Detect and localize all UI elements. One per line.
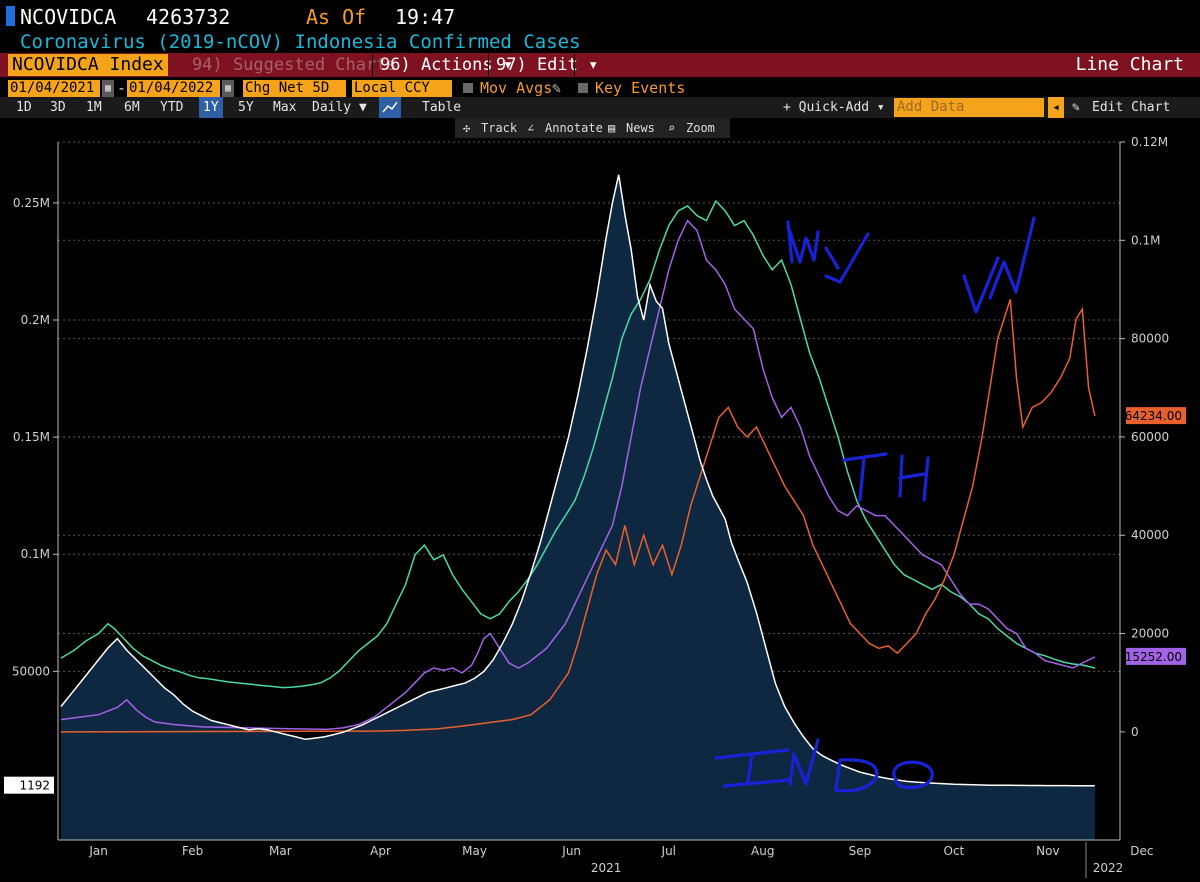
edit-menu[interactable]: 97) Edit ▾ xyxy=(496,55,599,75)
handwritten-annotation-indo xyxy=(714,738,934,793)
wrench-icon[interactable]: ✎ xyxy=(1072,100,1080,115)
range-6m[interactable]: 6M xyxy=(124,100,140,115)
thailand-series-line xyxy=(60,219,1096,731)
calendar-icon[interactable]: ▦ xyxy=(222,80,234,97)
range-1y[interactable]: 1Y xyxy=(199,97,223,118)
left-tick-label: 0.15M xyxy=(13,430,50,444)
end-date-input[interactable]: 01/04/2022 xyxy=(127,80,220,97)
edit-chart-button[interactable]: Edit Chart xyxy=(1092,100,1171,115)
indonesia-last-tag-text: 1192 xyxy=(19,779,50,793)
thailand-last-tag-box xyxy=(1126,647,1186,665)
actions-menu[interactable]: 96) Actions ▾ xyxy=(380,55,514,75)
security-description: Coronavirus (2019-nCOV) Indonesia Confir… xyxy=(20,31,581,53)
separator xyxy=(574,54,575,76)
suggested-charts-menu[interactable]: 94) Suggested Charts xyxy=(192,55,397,75)
mov-avgs-checkbox[interactable] xyxy=(463,83,473,93)
year-label: 2021 xyxy=(591,861,622,875)
right-tick-label: 0.12M xyxy=(1131,135,1168,149)
handwritten-annotation-my xyxy=(786,220,870,284)
news-icon[interactable]: ▤ xyxy=(608,121,616,135)
x-tick-label: Mar xyxy=(269,844,292,858)
right-tick-label: 60000 xyxy=(1131,430,1169,444)
chart-type-label[interactable]: Line Chart xyxy=(1075,54,1184,75)
pencil-icon[interactable]: ✎ xyxy=(552,79,562,97)
key-events-label: Key Events xyxy=(595,79,686,97)
x-tick-label: Sep xyxy=(849,844,872,858)
line-chart-glyph xyxy=(382,101,398,113)
right-tick-label: 0 xyxy=(1131,725,1139,739)
indonesia-area xyxy=(61,174,1095,841)
last-value: 4263732 xyxy=(146,5,231,29)
vietnam-last-tag-text: 64234.00 xyxy=(1125,409,1182,423)
x-tick-label: Jun xyxy=(561,844,581,858)
x-tick-label: Dec xyxy=(1130,844,1153,858)
range-1m[interactable]: 1M xyxy=(86,100,102,115)
range-1d[interactable]: 1D xyxy=(16,100,32,115)
table-button[interactable]: Table xyxy=(422,100,462,115)
x-tick-label: Nov xyxy=(1036,844,1059,858)
thailand-last-tag: 15252.00 xyxy=(1125,647,1186,665)
index-field[interactable]: NCOVIDCA Index xyxy=(8,54,168,76)
change-mode-select[interactable]: Chg Net 5D xyxy=(243,80,346,97)
annotate-icon[interactable]: ∠ xyxy=(527,121,535,135)
line-chart-icon[interactable] xyxy=(379,97,401,118)
right-tick-label: 80000 xyxy=(1131,332,1169,346)
separator xyxy=(372,54,373,76)
thailand-last-tag-text: 15252.00 xyxy=(1125,650,1182,664)
mov-avgs-label: Mov Avgs xyxy=(480,79,553,97)
left-tick-label: 0.25M xyxy=(13,196,50,210)
scroll-icon[interactable]: ◂ xyxy=(1048,97,1064,118)
date-range-dash: - xyxy=(117,79,127,97)
handwritten-annotation-th xyxy=(842,452,930,502)
asof-label: As Of xyxy=(306,5,367,29)
range-max[interactable]: Max xyxy=(273,100,297,115)
right-tick-label: 20000 xyxy=(1131,627,1169,641)
annotate-tool[interactable]: Annotate xyxy=(545,121,603,135)
x-tick-label: May xyxy=(462,844,487,858)
x-tick-label: Feb xyxy=(182,844,203,858)
chart-tools-bar xyxy=(455,118,730,138)
indonesia-series-line xyxy=(60,174,1095,787)
start-date-input[interactable]: 01/04/2021 xyxy=(8,80,100,97)
indonesia-last-tag-box xyxy=(4,776,54,794)
axes: 50000 0.1M 0.15M 0.2M 0.25M 0 20000 40000 60000 8… xyxy=(4,135,1186,878)
vietnam-last-tag: 64234.00 xyxy=(1125,407,1186,425)
frequency-select[interactable]: Daily ▼ xyxy=(312,100,367,115)
vietnam-series-line xyxy=(60,299,1096,733)
zoom-icon[interactable]: ⌕ xyxy=(668,121,676,135)
range-3d[interactable]: 3D xyxy=(50,100,66,115)
x-tick-label: Oct xyxy=(944,844,965,858)
x-tick-label: Apr xyxy=(370,844,391,858)
command-bar xyxy=(0,53,1200,77)
currency-select[interactable]: Local CCY xyxy=(352,80,452,97)
right-tick-label: 40000 xyxy=(1131,528,1169,542)
indonesia-last-tag: 1192 xyxy=(4,776,54,794)
x-tick-label: Aug xyxy=(751,844,774,858)
range-ytd[interactable]: YTD xyxy=(160,100,184,115)
key-events-checkbox[interactable] xyxy=(578,83,588,93)
year-label: 2022 xyxy=(1093,861,1124,875)
quick-add-menu[interactable]: + Quick-Add ▾ xyxy=(783,100,885,115)
track-icon[interactable]: ✣ xyxy=(463,121,471,135)
ticker-symbol[interactable]: NCOVIDCA xyxy=(20,5,117,29)
left-tick-label: 0.1M xyxy=(21,547,50,561)
right-tick-label: 0.1M xyxy=(1131,233,1160,247)
left-tick-label: 50000 xyxy=(12,664,50,678)
x-tick-label: Jul xyxy=(661,844,676,858)
vietnam-last-tag-box xyxy=(1126,407,1186,425)
calendar-icon[interactable]: ▦ xyxy=(102,80,114,97)
news-tool[interactable]: News xyxy=(626,121,655,135)
track-tool[interactable]: Track xyxy=(481,121,518,135)
zoom-tool[interactable]: Zoom xyxy=(686,121,715,135)
x-tick-label: Jan xyxy=(88,844,108,858)
range-5y[interactable]: 5Y xyxy=(238,100,254,115)
malaysia-series-line xyxy=(60,199,1096,689)
asof-time: 19:47 xyxy=(395,5,456,29)
separator xyxy=(488,54,489,76)
handwritten-annotation-vn xyxy=(962,216,1036,314)
left-tick-label: 0.2M xyxy=(21,313,50,327)
ticker-marker xyxy=(6,6,15,26)
add-data-input[interactable]: Add Data xyxy=(894,98,1044,117)
